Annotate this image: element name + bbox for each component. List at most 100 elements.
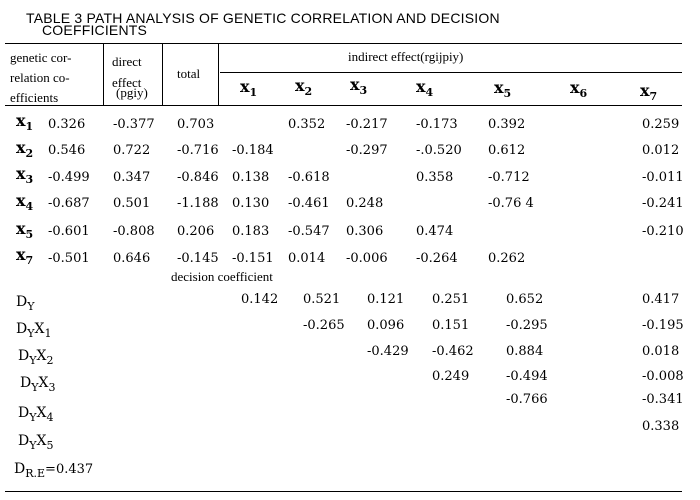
d-x-sub: 2 [46,354,54,367]
d-x-sub: 3 [48,381,56,394]
row-label-x1: x1 [16,113,33,133]
row-label-x2: x2 [16,138,33,160]
decision-cell: -0.429 [367,344,409,359]
x-sub: 1 [25,120,34,133]
x-sub: 2 [25,147,34,160]
decision-heading: decision coefficient [171,269,273,284]
d-x-letter: X [34,321,45,337]
table-cell: 0.546 [48,143,86,158]
table-cell: -0.241 [642,196,684,211]
x-letter: x [570,78,580,97]
x-letter: x [494,78,504,97]
x-letter: x [16,138,26,157]
header-x5: x5 [494,78,511,100]
decision-cell: 0.096 [367,318,405,333]
d-letter: D [16,321,28,337]
x-letter: x [350,75,360,94]
decision-cell: 0.151 [432,318,470,333]
decision-cell: -0.341 [642,392,684,407]
re-label: DR.E=0.437 [14,461,93,479]
x-sub: 5 [503,87,512,100]
table-cell: 0.703 [177,117,215,132]
table-cell: 0.612 [488,143,526,158]
re-d: D [14,461,26,477]
decision-cell: 0.338 [642,419,680,434]
table-cell: 0.206 [177,224,215,239]
x-letter: x [416,77,426,96]
table-cell: 0.012 [642,143,680,158]
d-sub: Y [31,381,39,394]
decision-label: DYX3 [20,375,55,393]
x-sub: 3 [359,84,368,97]
table-cell: 0.259 [642,117,680,132]
col-divider-1 [103,43,104,105]
table-cell: -.0.520 [416,143,462,158]
header-x2: x2 [295,78,312,98]
col-divider-3 [218,43,219,105]
table-cell: -1.188 [177,196,219,211]
header-col1-line1: genetic cor- [10,50,72,65]
table-cell: 0.352 [288,117,326,132]
x-sub: 2 [304,85,313,98]
d-letter: D [18,348,30,364]
d-sub: Y [29,439,37,452]
decision-cell: 0.884 [506,344,544,359]
decision-cell: -0.265 [303,318,345,333]
table-cell: -0.547 [288,224,330,239]
x-sub: 6 [579,87,588,100]
decision-cell: -0.462 [432,344,474,359]
d-x-sub: 1 [44,327,52,340]
table-cell: -0.264 [416,251,458,266]
table-cell: -0.808 [113,224,155,239]
table-cell: 0.130 [232,196,270,211]
d-letter: D [18,433,30,449]
decision-cell: -0.766 [506,392,548,407]
d-letter: D [16,294,28,310]
header-total: total [177,66,201,81]
table-cell: -0.846 [177,170,219,185]
decision-cell: 0.521 [303,292,341,307]
col-divider-2 [162,43,163,105]
table-cell: 0.392 [488,117,526,132]
table-cell: -0.601 [48,224,90,239]
decision-cell: 0.018 [642,344,680,359]
table-cell: -0.499 [48,170,90,185]
decision-cell: 0.251 [432,292,470,307]
d-x-sub: 5 [46,439,54,452]
header-bottom-rule [5,105,682,106]
decision-label: DYX1 [16,321,51,339]
table-cell: 0.138 [232,170,270,185]
x-sub: 4 [425,86,434,99]
decision-label: DYX4 [18,405,53,423]
header-col1-line2: relation co- [10,70,70,85]
decision-cell: 0.652 [506,292,544,307]
table-title: TABLE 3 PATH ANALYSIS OF GENETIC CORRELA… [26,10,500,26]
table-cell: 0.722 [113,143,151,158]
d-x-letter: X [36,433,47,449]
re-sub: R.E [25,467,46,480]
table-cell: -0.687 [48,196,90,211]
decision-cell: -0.008 [642,369,684,384]
x-sub: 7 [649,90,658,103]
d-sub: Y [27,327,35,340]
d-letter: D [20,375,32,391]
d-x-letter: X [36,405,47,421]
row-label-x7: x7 [16,245,33,267]
d-sub: Y [29,411,37,424]
table-cell: -0.618 [288,170,330,185]
x-letter: x [640,81,650,100]
table-cell: -0.217 [346,117,388,132]
x-letter: x [16,245,26,264]
table-cell: -0.184 [232,143,274,158]
table-cell: 0.474 [416,224,454,239]
top-rule [5,43,682,44]
decision-cell: 0.417 [642,292,680,307]
table-cell: -0.145 [177,251,219,266]
table-title-line2: COEFFICIENTS [42,22,148,38]
decision-cell: -0.195 [642,318,684,333]
table-cell: 0.358 [416,170,454,185]
header-x3: x3 [350,75,367,97]
table-cell: -0.377 [113,117,155,132]
table-cell: 0.501 [113,196,151,211]
x-letter: x [240,77,250,96]
